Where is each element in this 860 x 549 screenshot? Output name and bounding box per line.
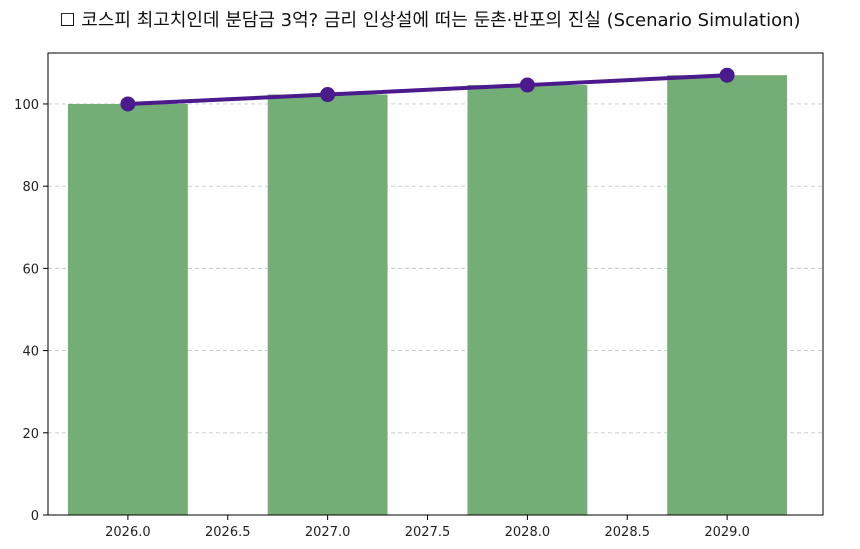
bar-layer — [67, 75, 788, 516]
y-tick-label: 20 — [22, 427, 39, 442]
line-point — [120, 96, 136, 112]
x-tick-label: 2028.5 — [605, 525, 651, 540]
bar — [467, 85, 588, 516]
series-line — [125, 73, 730, 106]
line-layer — [120, 67, 735, 112]
axis-layer: 0 20 40 60 80 100 2026.0 2026.5 2027.0 2027.5 2028… — [14, 52, 824, 540]
y-tick-label: 40 — [22, 345, 39, 360]
y-tick-label: 60 — [22, 262, 39, 277]
x-tick-label: 2026.5 — [205, 525, 251, 540]
x-tick-label: 2026.0 — [105, 525, 151, 540]
bar — [67, 103, 188, 516]
y-tick-label: 0 — [31, 509, 39, 524]
x-tick-label: 2029.0 — [704, 525, 750, 540]
bar — [267, 94, 388, 516]
bar — [667, 75, 788, 515]
y-tick-label: 80 — [22, 180, 39, 195]
x-tick-label: 2027.5 — [405, 525, 451, 540]
x-tick-label: 2027.0 — [305, 525, 351, 540]
chart-title: ☐ 코스피 최고치인데 분담금 3억? 금리 인상설에 떠는 둔촌·반포의 진실… — [59, 10, 801, 31]
line-point — [719, 67, 735, 83]
line-point — [320, 87, 336, 103]
plot-frame — [47, 52, 824, 516]
line-point — [519, 77, 535, 93]
x-tick-label: 2028.0 — [505, 525, 551, 540]
y-tick-label: 100 — [14, 98, 39, 113]
